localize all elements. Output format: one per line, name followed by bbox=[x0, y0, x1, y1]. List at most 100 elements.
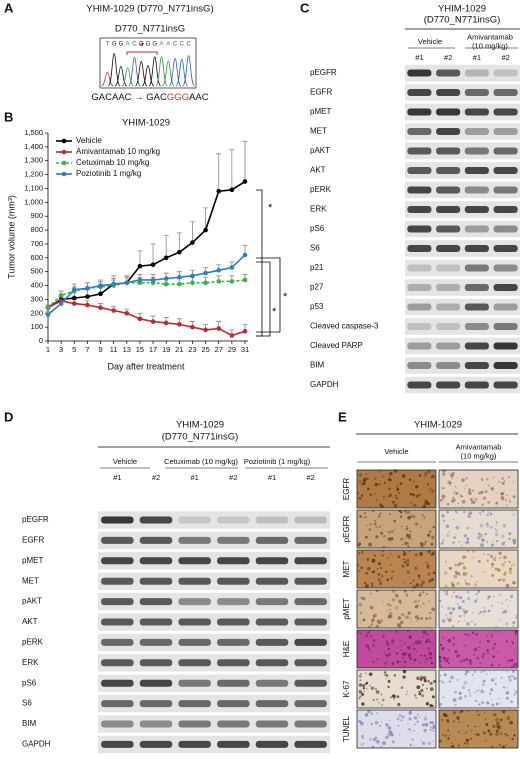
tile-cell bbox=[439, 643, 443, 647]
tile-cell bbox=[402, 675, 406, 679]
blot-band bbox=[255, 557, 289, 565]
tile-cell bbox=[479, 640, 482, 644]
tile-cell bbox=[402, 558, 405, 561]
blot-band bbox=[464, 225, 489, 233]
tile-cell bbox=[418, 593, 422, 597]
x-tick-label: 5 bbox=[72, 345, 76, 354]
blot-title: YHIM-1029 bbox=[176, 420, 224, 431]
tile-cell bbox=[441, 719, 444, 721]
tile-cell bbox=[456, 571, 461, 575]
blot-band bbox=[294, 659, 327, 667]
tile-cell bbox=[386, 602, 391, 607]
tile-cell bbox=[501, 477, 504, 480]
trace-base: A bbox=[126, 42, 130, 48]
tile-cell bbox=[451, 477, 454, 480]
tile-cell bbox=[458, 615, 462, 618]
tile-cell bbox=[427, 470, 431, 474]
tile-cell bbox=[375, 535, 379, 539]
trace-base: C bbox=[173, 42, 178, 48]
data-point bbox=[190, 324, 195, 330]
tile-cell bbox=[388, 493, 393, 497]
blot-band bbox=[294, 679, 327, 687]
tile-cell bbox=[432, 643, 434, 646]
tile-cell bbox=[414, 522, 418, 526]
tile-cell bbox=[372, 660, 375, 664]
tile-cell bbox=[466, 540, 470, 544]
blot-strip bbox=[98, 674, 330, 692]
blot-band bbox=[101, 700, 134, 708]
y-tick-label: 1,500 bbox=[24, 128, 43, 137]
data-point bbox=[177, 281, 182, 287]
row-label: pS6 bbox=[22, 678, 37, 687]
tile-cell bbox=[375, 690, 380, 694]
blot-band bbox=[436, 323, 461, 330]
tile-cell bbox=[487, 609, 491, 613]
tile-cell bbox=[388, 729, 392, 733]
tile-cell bbox=[464, 579, 467, 582]
column-label: Amivantamab bbox=[456, 442, 502, 451]
tile-cell bbox=[444, 734, 448, 737]
tile-cell bbox=[494, 567, 498, 571]
tile-cell bbox=[495, 625, 497, 628]
blot-band bbox=[407, 206, 432, 213]
tile-cell bbox=[492, 724, 496, 729]
tile-cell bbox=[360, 494, 364, 497]
tile-cell bbox=[429, 641, 432, 644]
tile-cell bbox=[463, 742, 466, 745]
tile-cell bbox=[461, 599, 465, 603]
tile-cell bbox=[360, 672, 362, 675]
blot-band bbox=[407, 362, 432, 369]
trace-peak bbox=[121, 67, 134, 87]
tile-cell bbox=[447, 639, 452, 643]
tile-cell bbox=[508, 560, 511, 564]
tile-cell bbox=[403, 614, 405, 616]
tile-cell bbox=[482, 614, 485, 616]
blot-strip bbox=[405, 318, 520, 335]
blot-band bbox=[217, 638, 250, 646]
blot-band bbox=[294, 700, 327, 708]
tile-cell bbox=[400, 537, 404, 541]
tile-cell bbox=[496, 650, 499, 653]
tile-cell bbox=[487, 595, 491, 599]
tile-cell bbox=[496, 724, 500, 728]
tile-cell bbox=[477, 713, 480, 716]
tile-cell bbox=[482, 731, 486, 735]
tile-cell bbox=[387, 537, 391, 541]
blot-strip bbox=[405, 123, 520, 140]
tile-cell bbox=[367, 567, 371, 571]
data-point bbox=[98, 283, 103, 288]
tile-cell bbox=[475, 699, 478, 703]
tile-cell bbox=[503, 555, 507, 560]
blot-band bbox=[178, 700, 211, 708]
ihc-tile bbox=[438, 589, 519, 629]
legend-marker bbox=[61, 160, 67, 166]
tile-cell bbox=[457, 744, 460, 747]
tile-cell bbox=[373, 554, 376, 557]
tile-cell bbox=[376, 698, 379, 701]
tile-cell bbox=[403, 589, 407, 593]
tile-cell bbox=[451, 742, 453, 744]
tile-cell bbox=[458, 721, 460, 723]
blot-band bbox=[101, 740, 134, 748]
tile-cell bbox=[498, 480, 501, 483]
row-label: pERK bbox=[310, 185, 332, 194]
legend-label: Poziotinib 1 mg/kg bbox=[76, 169, 141, 178]
tile-cell bbox=[390, 604, 392, 607]
tile-cell bbox=[408, 478, 412, 481]
chart-title: YHIM-1029 bbox=[122, 118, 170, 129]
series-line bbox=[47, 254, 246, 316]
y-tick-label: 900 bbox=[30, 211, 43, 220]
tile-cell bbox=[382, 475, 385, 478]
tile-cell bbox=[365, 682, 368, 685]
tile-cell bbox=[484, 717, 487, 720]
tile-cell bbox=[473, 599, 478, 604]
tile-cell bbox=[431, 721, 434, 724]
tile-cell bbox=[428, 616, 432, 620]
tile-cell bbox=[514, 633, 517, 636]
tile-cell bbox=[486, 651, 490, 655]
tile-cell bbox=[420, 740, 422, 742]
tile-cell bbox=[442, 656, 446, 660]
tile-cell bbox=[447, 657, 450, 660]
x-tick-label: 21 bbox=[175, 345, 183, 354]
tile-cell bbox=[369, 592, 372, 595]
